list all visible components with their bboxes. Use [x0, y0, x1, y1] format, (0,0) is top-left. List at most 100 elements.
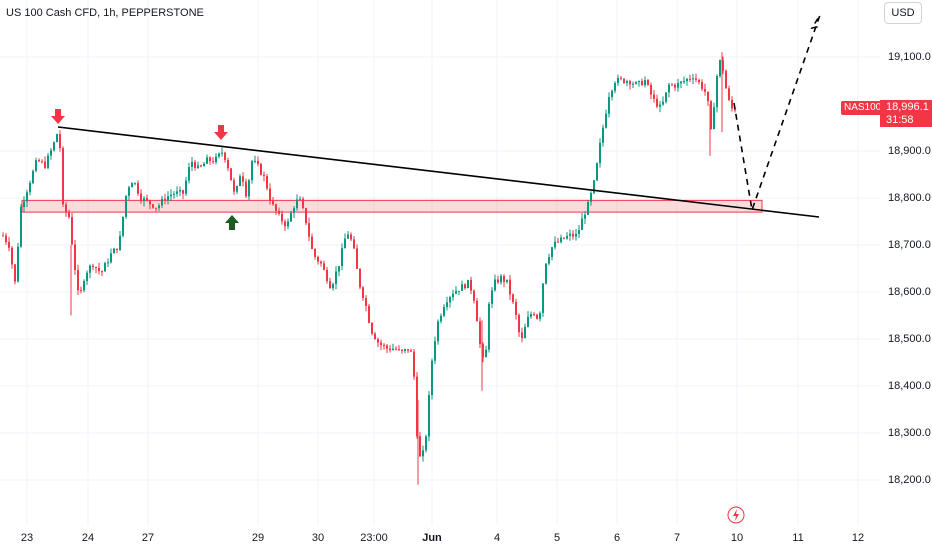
candle-body [200, 165, 202, 167]
candle-body [194, 161, 196, 169]
price-tick: 18,400.0 [888, 380, 931, 392]
candle-body [476, 300, 478, 322]
candle-body [407, 349, 409, 351]
candle-body [134, 183, 136, 185]
candle-body [317, 256, 319, 262]
candle-body [203, 163, 205, 167]
candle-body [305, 207, 307, 224]
candle-body [230, 168, 232, 181]
candle-body [404, 349, 406, 352]
candle-body [506, 279, 508, 282]
lightning-icon[interactable] [727, 506, 745, 524]
candle-body [377, 339, 379, 343]
candle-body [161, 198, 163, 206]
candle-body [59, 134, 61, 149]
candle-body [212, 161, 214, 163]
candle-body [527, 316, 529, 327]
candle-body [155, 207, 157, 209]
time-tick: Jun [422, 532, 442, 544]
candle-body [2, 235, 4, 237]
candle-body [215, 156, 217, 163]
candle-body [170, 194, 172, 197]
candle-body [707, 91, 709, 102]
candle-body [734, 108, 736, 111]
candle-body [137, 183, 139, 194]
candle-body [311, 236, 313, 249]
currency-button[interactable]: USD [884, 2, 922, 24]
chart-pane[interactable] [0, 0, 880, 525]
candle-body [77, 270, 79, 291]
candle-body [434, 341, 436, 361]
candle-body [599, 142, 601, 164]
candle-body [146, 198, 148, 201]
candle-body [608, 97, 610, 114]
candle-body [572, 233, 574, 237]
candle-body [254, 160, 256, 162]
candle-body [551, 247, 553, 258]
candle-body [116, 248, 118, 251]
candle-body [650, 84, 652, 95]
candle-body [8, 241, 10, 248]
candle-body [440, 315, 442, 322]
candle-body [386, 345, 388, 349]
candle-body [614, 83, 616, 91]
candle-body [428, 395, 430, 437]
candle-body [362, 287, 364, 299]
candle-body [416, 376, 418, 437]
candle-body [530, 314, 532, 317]
candle-body [68, 212, 70, 218]
candle-body [179, 190, 181, 192]
candle-body [515, 302, 517, 315]
last-price-tag: 18,996.1 31:58 [880, 100, 932, 127]
price-chart[interactable] [0, 0, 880, 525]
candle-body [287, 221, 289, 227]
candle-body [485, 349, 487, 358]
candle-body [290, 212, 292, 222]
candle-body [557, 241, 559, 243]
candle-body [62, 148, 64, 205]
trendline [57, 126, 820, 218]
candle-body [671, 84, 673, 86]
candle-body [425, 436, 427, 451]
candle-body [191, 161, 193, 167]
candle-body [644, 79, 646, 86]
candle-body [173, 193, 175, 195]
candle-body [713, 107, 715, 130]
price-axis[interactable]: 19,100.0 18,900.0 18,800.0 18,700.0 18,6… [880, 0, 932, 525]
arrow-down-icon [214, 125, 228, 140]
price-tick: 19,100.0 [888, 51, 931, 63]
candle-body [398, 349, 400, 351]
candle-body [347, 234, 349, 239]
candle-body [5, 235, 7, 242]
candle-body [617, 77, 619, 84]
candle-body [689, 78, 691, 80]
candle-body [89, 265, 91, 273]
price-tick: 18,200.0 [888, 474, 931, 486]
candle-body [104, 263, 106, 272]
candle-body [320, 261, 322, 264]
projection-path [733, 14, 823, 211]
candle-body [74, 244, 76, 271]
time-tick: 7 [673, 532, 681, 544]
candle-body [674, 84, 676, 88]
candle-body [344, 238, 346, 249]
candle-body [299, 198, 301, 200]
candle-body [470, 279, 472, 291]
candle-body [188, 166, 190, 181]
candle-body [143, 198, 145, 202]
candle-body [623, 78, 625, 83]
candle-body [185, 180, 187, 194]
candle-body [269, 188, 271, 202]
candle-body [638, 80, 640, 83]
candle-body [128, 187, 130, 196]
candle-body [626, 81, 628, 83]
candle-body [119, 235, 121, 251]
time-axis[interactable]: 23 24 27 29 30 23:00 Jun 4 5 6 7 10 11 1… [0, 525, 880, 550]
time-tick: 12 [851, 532, 865, 544]
candle-body [113, 248, 115, 254]
candle-body [575, 233, 577, 237]
candle-body [110, 253, 112, 263]
time-tick: 4 [493, 532, 501, 544]
candle-body [698, 79, 700, 83]
price-tick: 18,800.0 [888, 192, 931, 204]
